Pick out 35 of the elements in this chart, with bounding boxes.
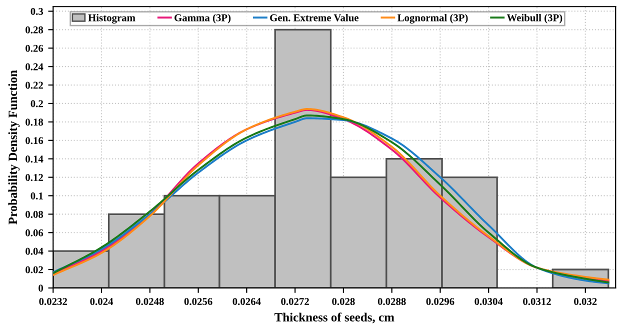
y-tick-label: 0.26 [26,44,44,52]
x-tick-label: 0.0304 [474,298,503,306]
x-tick-label: 0.032 [574,298,597,306]
x-tick-label: 0.0272 [281,298,309,306]
x-tick-label: 0.024 [90,298,114,306]
x-tick-label: 0.0312 [523,298,551,306]
legend-label: Lognormal (3P) [398,14,468,24]
legend-label: Gen. Extreme Value [270,14,359,22]
y-tick-label: 0.18 [26,118,44,126]
y-tick-label: 0.14 [26,156,44,163]
y-tick-label: 0.2 [30,100,43,108]
x-axis-title: Thickness of seeds, cm [274,312,394,324]
y-tick-label: 0.12 [26,174,43,182]
legend-label: Gamma (3P) [174,14,231,24]
y-tick-label: 0.22 [26,82,43,89]
x-tick-label: 0.0288 [378,298,406,306]
y-tick-label: 0.28 [26,26,44,34]
y-tick-label: 0.24 [26,63,44,70]
y-tick-label: 0.04 [26,248,44,255]
x-tick-label: 0.028 [332,298,355,306]
legend-label: Weibull (3P) [506,14,562,24]
y-tick-label: 0.3 [30,8,44,15]
x-tick-label: 0.0296 [426,298,454,306]
x-tick-label: 0.0232 [39,298,67,306]
y-tick-label: 0.1 [30,192,43,200]
y-axis-title: Probability Density Function [8,70,20,224]
y-tick-label: 0.08 [26,210,44,218]
y-tick-label: 0.06 [26,229,44,236]
y-tick-label: 0.16 [26,137,44,144]
x-tick-label: 0.0264 [232,298,261,306]
legend-label: Histogram [88,14,136,24]
y-tick-label: 0.02 [26,266,43,274]
y-tick-label: 0 [38,284,44,292]
x-tick-label: 0.0248 [136,298,164,306]
x-tick-label: 0.0256 [184,298,212,306]
